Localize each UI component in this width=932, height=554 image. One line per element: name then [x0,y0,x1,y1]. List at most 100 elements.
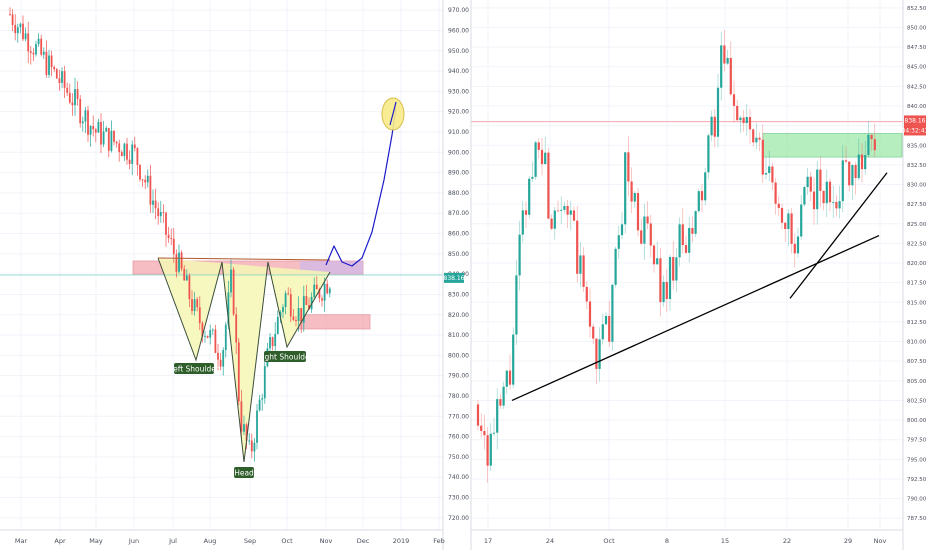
left-candle-body [326,283,329,294]
left-candle-body [55,69,58,79]
left-time-axis[interactable]: Mar Apr May Jun Jul Aug Sep Oct Nov Dec 2019 Feb [15,537,445,545]
left-candle-body [295,319,297,322]
left-candle-body [196,299,199,308]
right-candle-body [483,431,486,436]
right-candle-body [627,152,630,182]
left-x-tick: Jul [168,537,177,545]
support-zone [297,314,371,330]
left-candle-body [175,254,178,272]
right-y-tick: 840.00 [907,104,927,110]
left-candle-body [139,164,141,180]
left-drawings [157,97,405,463]
left-candle-body [40,38,43,55]
right-y-tick: 850.00 [907,25,927,31]
right-candle-body [502,386,505,406]
left-candle-body [167,234,170,238]
right-y-tick: 810.00 [907,340,927,346]
right-candle-body [595,338,598,369]
left-candle-body [271,337,274,347]
left-candle-body [102,131,105,145]
right-candle-body [745,116,748,124]
left-candle-body [188,275,191,300]
left-candle-body [287,293,290,295]
left-candle-body [58,78,61,83]
right-y-tick: 822.50 [907,241,927,247]
right-candle-body [480,425,483,432]
right-candle-body [512,334,515,385]
left-candle-body [318,289,321,299]
head-shoulders-fill [158,258,330,462]
left-candle-body [92,126,95,130]
right-price-tag: 838.16 [904,115,926,126]
left-y-tick: 770.00 [448,413,469,420]
right-candle-body [870,134,873,140]
right-candle-body [508,370,512,385]
right-candle-body [822,190,825,204]
right-candle-body [864,155,867,170]
left-candle-body [11,14,14,25]
left-candle-body [297,308,300,322]
right-price-axis[interactable]: 787.50 790.00 792.50 795.00 797.50 800.00 802.… [907,6,927,522]
right-candle-body [681,224,684,246]
right-candle-body [848,161,851,186]
left-y-tick: 910.00 [448,129,469,136]
right-candle-body [576,220,579,274]
right-candle-body [812,191,816,210]
left-y-tick: 890.00 [448,170,469,177]
left-candle-body [24,33,27,40]
right-y-tick: 835.00 [907,143,927,149]
left-candle-body [258,399,261,411]
left-candle-body [235,314,238,343]
left-candle-body [19,23,22,28]
left-candle-body [315,284,318,290]
left-candle-body [100,122,102,145]
right-candle-body [771,166,774,183]
right-candle-body [646,216,649,224]
left-shoulder-label: Left Shoulder [169,363,220,374]
neckline [157,257,331,261]
right-candle-body [809,176,812,192]
left-candle-body [35,44,37,55]
right-candle-body [592,326,595,339]
right-candle-body [697,191,700,212]
left-candle-body [29,51,32,53]
left-candle-body [128,159,131,164]
right-candle-body [563,205,566,210]
right-candle-body [588,301,592,327]
left-candle-body [222,350,225,367]
left-x-tick: Oct [281,537,293,545]
right-candle-body [598,339,601,369]
left-candle-body [22,23,24,40]
right-candle-body [652,245,656,265]
left-y-tick: 970.00 [448,7,469,14]
left-candle-body [201,323,204,337]
right-y-tick: 852.50 [907,6,927,12]
left-price-axis[interactable]: 720.00 730.00 740.00 750.00 760.00 770.00 780.… [448,7,469,522]
left-shoulder-text: Left Shoulder [169,365,220,374]
left-x-tick: 2019 [393,537,410,545]
right-x-tick: 24 [546,537,554,545]
left-y-tick: 860.00 [448,231,469,238]
left-candle-body [152,200,154,205]
right-candle-body [521,210,524,235]
right-candle-body [636,193,640,231]
right-candle-body [617,235,620,249]
right-candle-body [784,222,787,230]
left-candle-body [198,307,201,324]
left-candle-body [97,122,100,133]
right-candle-body [499,399,502,406]
left-y-tick: 810.00 [448,332,469,339]
right-y-tick: 847.50 [907,45,927,51]
left-candle-body [74,89,76,106]
right-candle-body [672,257,675,281]
left-candle-body [237,342,240,402]
right-time-axis[interactable]: 17 24 Oct 8 15 22 29 Nov [484,537,887,545]
left-candle-body [159,211,162,217]
right-y-tick: 825.00 [907,222,927,228]
left-y-tick: 720.00 [448,515,469,522]
right-candle-body [707,135,710,173]
left-y-tick: 870.00 [448,210,469,217]
right-candle-body [624,152,627,225]
right-candle-body [777,203,780,208]
